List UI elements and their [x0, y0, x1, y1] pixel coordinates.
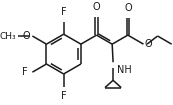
Text: O: O [144, 39, 152, 49]
Text: O: O [124, 3, 132, 12]
Text: F: F [61, 91, 66, 101]
Text: F: F [61, 7, 66, 17]
Text: O: O [23, 31, 31, 41]
Text: F: F [22, 67, 28, 77]
Text: CH₃: CH₃ [0, 32, 16, 41]
Text: O: O [93, 2, 100, 12]
Text: NH: NH [117, 65, 131, 75]
